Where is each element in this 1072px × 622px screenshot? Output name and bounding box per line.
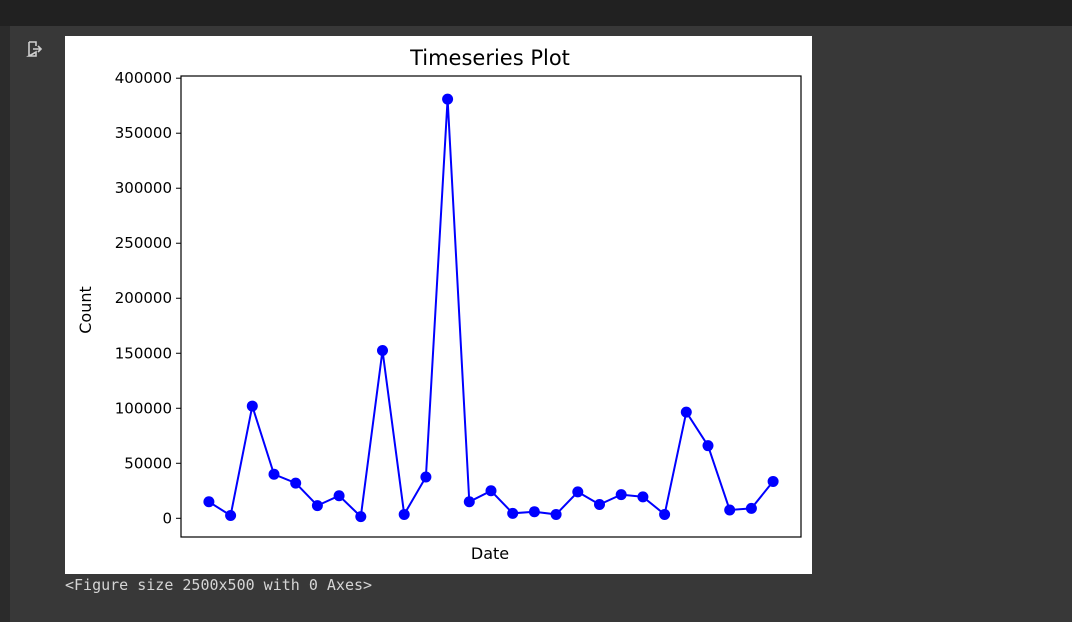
data-point [637,491,649,503]
data-point [290,477,302,489]
data-point [246,400,258,412]
data-point [203,496,215,508]
y-tick-label: 150000 [115,344,172,362]
data-point [420,471,432,483]
x-axis-label: Date [471,544,509,563]
timeseries-chart: 0 50000 100000 150000 200000 250000 300000 3500… [76,46,802,563]
chart-title: Timeseries Plot [409,46,570,70]
data-point [550,508,562,520]
cell-gutter [0,26,10,622]
output-arrow-icon[interactable] [26,40,44,58]
axes-frame [180,75,802,538]
y-tick-label: 350000 [115,124,172,142]
data-point [528,506,540,518]
data-point [311,500,323,512]
y-tick-label: 250000 [115,234,172,252]
data-point [659,508,671,520]
data-point [485,485,497,497]
data-point [724,504,736,516]
y-tick-label: 0 [162,509,172,527]
data-point [507,507,519,519]
data-point [377,345,388,357]
data-point [702,440,714,452]
data-point [572,486,584,498]
y-axis-label: Count [76,286,95,334]
y-tick-label: 400000 [115,69,172,87]
series-line [208,99,774,519]
data-point [745,502,757,514]
y-tick-label: 100000 [115,399,172,417]
figure: 0 50000 100000 150000 200000 250000 300000 3500… [65,36,812,574]
data-point [268,468,280,480]
data-point [442,93,454,105]
notebook-top-bar [0,0,1072,26]
data-point [333,490,345,502]
data-point [398,508,410,520]
data-point [355,511,367,523]
data-point [615,489,627,501]
data-point [767,475,779,487]
data-point [463,496,475,508]
data-point [594,499,605,511]
y-tick-label: 50000 [124,454,172,472]
y-tick-label: 300000 [115,179,172,197]
figure-size-caption: <Figure size 2500x500 with 0 Axes> [65,576,373,594]
data-point [225,510,237,522]
y-tick-label: 200000 [115,289,172,307]
data-point [680,406,692,418]
